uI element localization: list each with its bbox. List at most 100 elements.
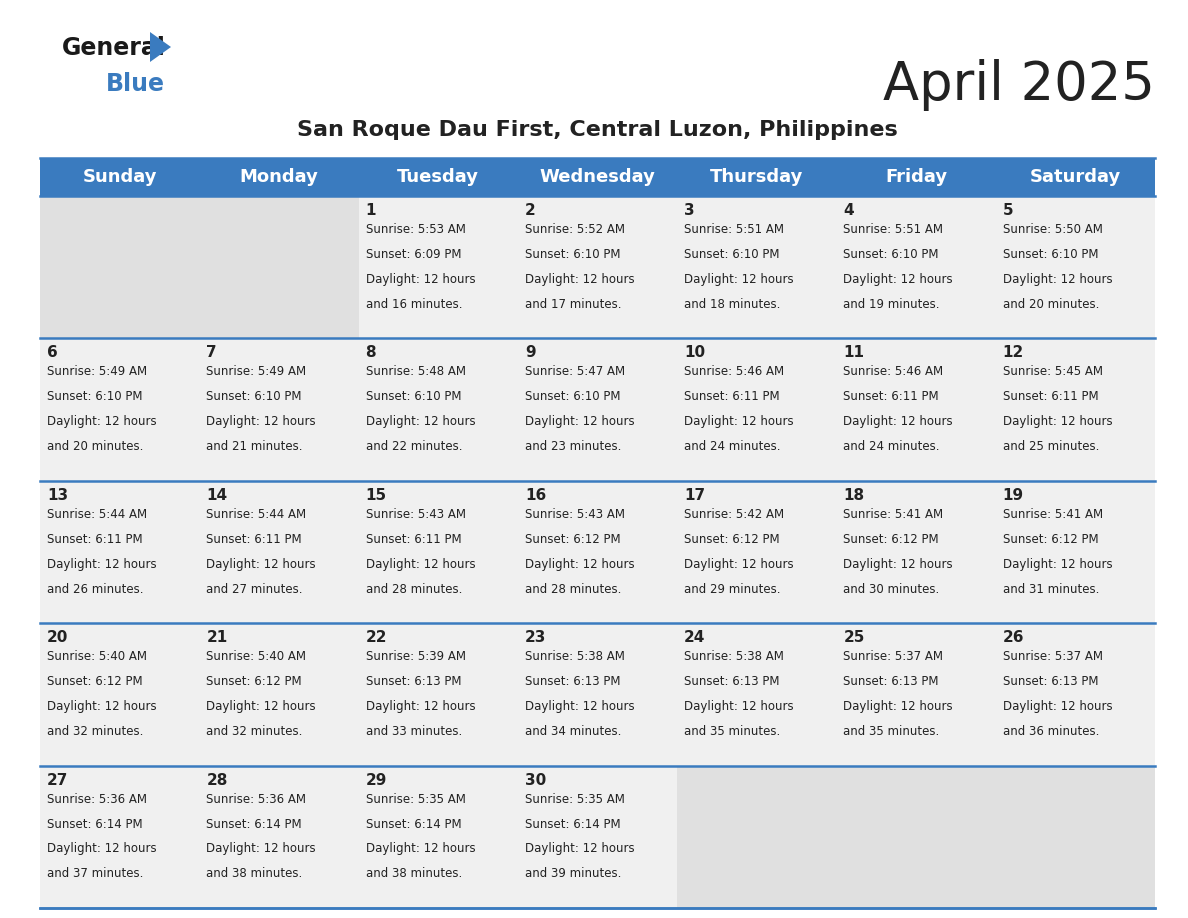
Text: Daylight: 12 hours: Daylight: 12 hours [525,415,634,428]
Text: Daylight: 12 hours: Daylight: 12 hours [843,557,953,571]
Text: Daylight: 12 hours: Daylight: 12 hours [684,557,794,571]
Text: and 25 minutes.: and 25 minutes. [1003,440,1099,453]
Text: Sunset: 6:10 PM: Sunset: 6:10 PM [684,248,779,261]
Text: and 27 minutes.: and 27 minutes. [207,583,303,596]
Bar [996,623,1155,766]
Text: 6: 6 [48,345,58,361]
Text: and 20 minutes.: and 20 minutes. [48,440,144,453]
Bar [518,766,677,908]
Text: and 20 minutes.: and 20 minutes. [1003,297,1099,311]
Text: 23: 23 [525,630,546,645]
Text: Sunrise: 5:48 AM: Sunrise: 5:48 AM [366,365,466,378]
Text: Sunrise: 5:43 AM: Sunrise: 5:43 AM [525,508,625,521]
Text: Friday: Friday [885,168,947,186]
Text: Sunset: 6:14 PM: Sunset: 6:14 PM [48,818,143,831]
Text: 9: 9 [525,345,536,361]
Text: Sunrise: 5:46 AM: Sunrise: 5:46 AM [684,365,784,378]
Text: Daylight: 12 hours: Daylight: 12 hours [1003,273,1112,285]
Text: Sunrise: 5:46 AM: Sunrise: 5:46 AM [843,365,943,378]
Text: Sunset: 6:11 PM: Sunset: 6:11 PM [684,390,779,403]
Text: and 34 minutes.: and 34 minutes. [525,725,621,738]
Bar [518,623,677,766]
Bar [40,766,200,908]
Text: Sunrise: 5:50 AM: Sunrise: 5:50 AM [1003,223,1102,236]
Bar [40,196,200,339]
Text: and 22 minutes.: and 22 minutes. [366,440,462,453]
Bar [359,196,518,339]
Text: and 19 minutes.: and 19 minutes. [843,297,940,311]
Text: Sunrise: 5:47 AM: Sunrise: 5:47 AM [525,365,625,378]
Text: Daylight: 12 hours: Daylight: 12 hours [1003,415,1112,428]
Text: Sunrise: 5:41 AM: Sunrise: 5:41 AM [843,508,943,521]
Text: and 28 minutes.: and 28 minutes. [366,583,462,596]
Text: Sunset: 6:14 PM: Sunset: 6:14 PM [366,818,461,831]
Text: 25: 25 [843,630,865,645]
Text: 22: 22 [366,630,387,645]
Text: 26: 26 [1003,630,1024,645]
Text: Sunrise: 5:36 AM: Sunrise: 5:36 AM [207,792,307,806]
Text: Sunset: 6:10 PM: Sunset: 6:10 PM [843,248,939,261]
Text: Sunrise: 5:43 AM: Sunrise: 5:43 AM [366,508,466,521]
Text: Sunrise: 5:41 AM: Sunrise: 5:41 AM [1003,508,1102,521]
Text: Sunset: 6:13 PM: Sunset: 6:13 PM [843,675,939,688]
Text: Sunrise: 5:35 AM: Sunrise: 5:35 AM [366,792,466,806]
Bar [359,766,518,908]
Text: Daylight: 12 hours: Daylight: 12 hours [48,415,157,428]
Text: and 38 minutes.: and 38 minutes. [207,868,303,880]
Text: Daylight: 12 hours: Daylight: 12 hours [366,700,475,713]
Bar [200,481,359,623]
Text: Daylight: 12 hours: Daylight: 12 hours [48,700,157,713]
Text: Sunset: 6:10 PM: Sunset: 6:10 PM [525,248,620,261]
Text: Daylight: 12 hours: Daylight: 12 hours [525,557,634,571]
Bar [677,196,836,339]
Bar [200,623,359,766]
Bar [518,481,677,623]
Text: Sunrise: 5:44 AM: Sunrise: 5:44 AM [207,508,307,521]
Text: Sunrise: 5:40 AM: Sunrise: 5:40 AM [207,650,307,663]
Text: 7: 7 [207,345,217,361]
Text: 21: 21 [207,630,228,645]
Text: Sunset: 6:10 PM: Sunset: 6:10 PM [366,390,461,403]
Text: and 37 minutes.: and 37 minutes. [48,868,144,880]
Text: Sunset: 6:11 PM: Sunset: 6:11 PM [1003,390,1099,403]
Text: 11: 11 [843,345,865,361]
Text: and 18 minutes.: and 18 minutes. [684,297,781,311]
Text: 24: 24 [684,630,706,645]
Bar [996,196,1155,339]
Text: Sunrise: 5:38 AM: Sunrise: 5:38 AM [525,650,625,663]
Text: and 35 minutes.: and 35 minutes. [843,725,940,738]
Text: Sunset: 6:12 PM: Sunset: 6:12 PM [843,532,939,545]
Text: Daylight: 12 hours: Daylight: 12 hours [366,415,475,428]
Text: and 32 minutes.: and 32 minutes. [48,725,144,738]
Text: and 35 minutes.: and 35 minutes. [684,725,781,738]
Text: Daylight: 12 hours: Daylight: 12 hours [207,843,316,856]
Text: and 32 minutes.: and 32 minutes. [207,725,303,738]
Text: Sunrise: 5:49 AM: Sunrise: 5:49 AM [48,365,147,378]
Text: Daylight: 12 hours: Daylight: 12 hours [843,273,953,285]
Text: Daylight: 12 hours: Daylight: 12 hours [843,700,953,713]
Text: 13: 13 [48,487,68,503]
Text: and 31 minutes.: and 31 minutes. [1003,583,1099,596]
Text: 2: 2 [525,203,536,218]
Text: Sunset: 6:13 PM: Sunset: 6:13 PM [366,675,461,688]
Text: Daylight: 12 hours: Daylight: 12 hours [366,843,475,856]
Text: Daylight: 12 hours: Daylight: 12 hours [843,415,953,428]
Text: Sunrise: 5:52 AM: Sunrise: 5:52 AM [525,223,625,236]
Text: Sunrise: 5:38 AM: Sunrise: 5:38 AM [684,650,784,663]
Text: Daylight: 12 hours: Daylight: 12 hours [684,700,794,713]
Bar [40,158,1155,196]
Text: Sunrise: 5:39 AM: Sunrise: 5:39 AM [366,650,466,663]
Text: 30: 30 [525,773,546,788]
Text: Sunrise: 5:44 AM: Sunrise: 5:44 AM [48,508,147,521]
Bar [200,339,359,481]
Text: and 24 minutes.: and 24 minutes. [684,440,781,453]
Text: Daylight: 12 hours: Daylight: 12 hours [366,557,475,571]
Text: and 28 minutes.: and 28 minutes. [525,583,621,596]
Text: Daylight: 12 hours: Daylight: 12 hours [48,557,157,571]
Text: Daylight: 12 hours: Daylight: 12 hours [207,557,316,571]
Text: 18: 18 [843,487,865,503]
Text: 14: 14 [207,487,227,503]
Bar [836,623,996,766]
Bar [677,623,836,766]
Text: Sunset: 6:12 PM: Sunset: 6:12 PM [207,675,302,688]
